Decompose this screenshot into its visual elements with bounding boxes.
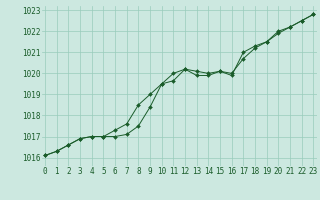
- Text: Graphe pression niveau de la mer (hPa): Graphe pression niveau de la mer (hPa): [41, 183, 279, 193]
